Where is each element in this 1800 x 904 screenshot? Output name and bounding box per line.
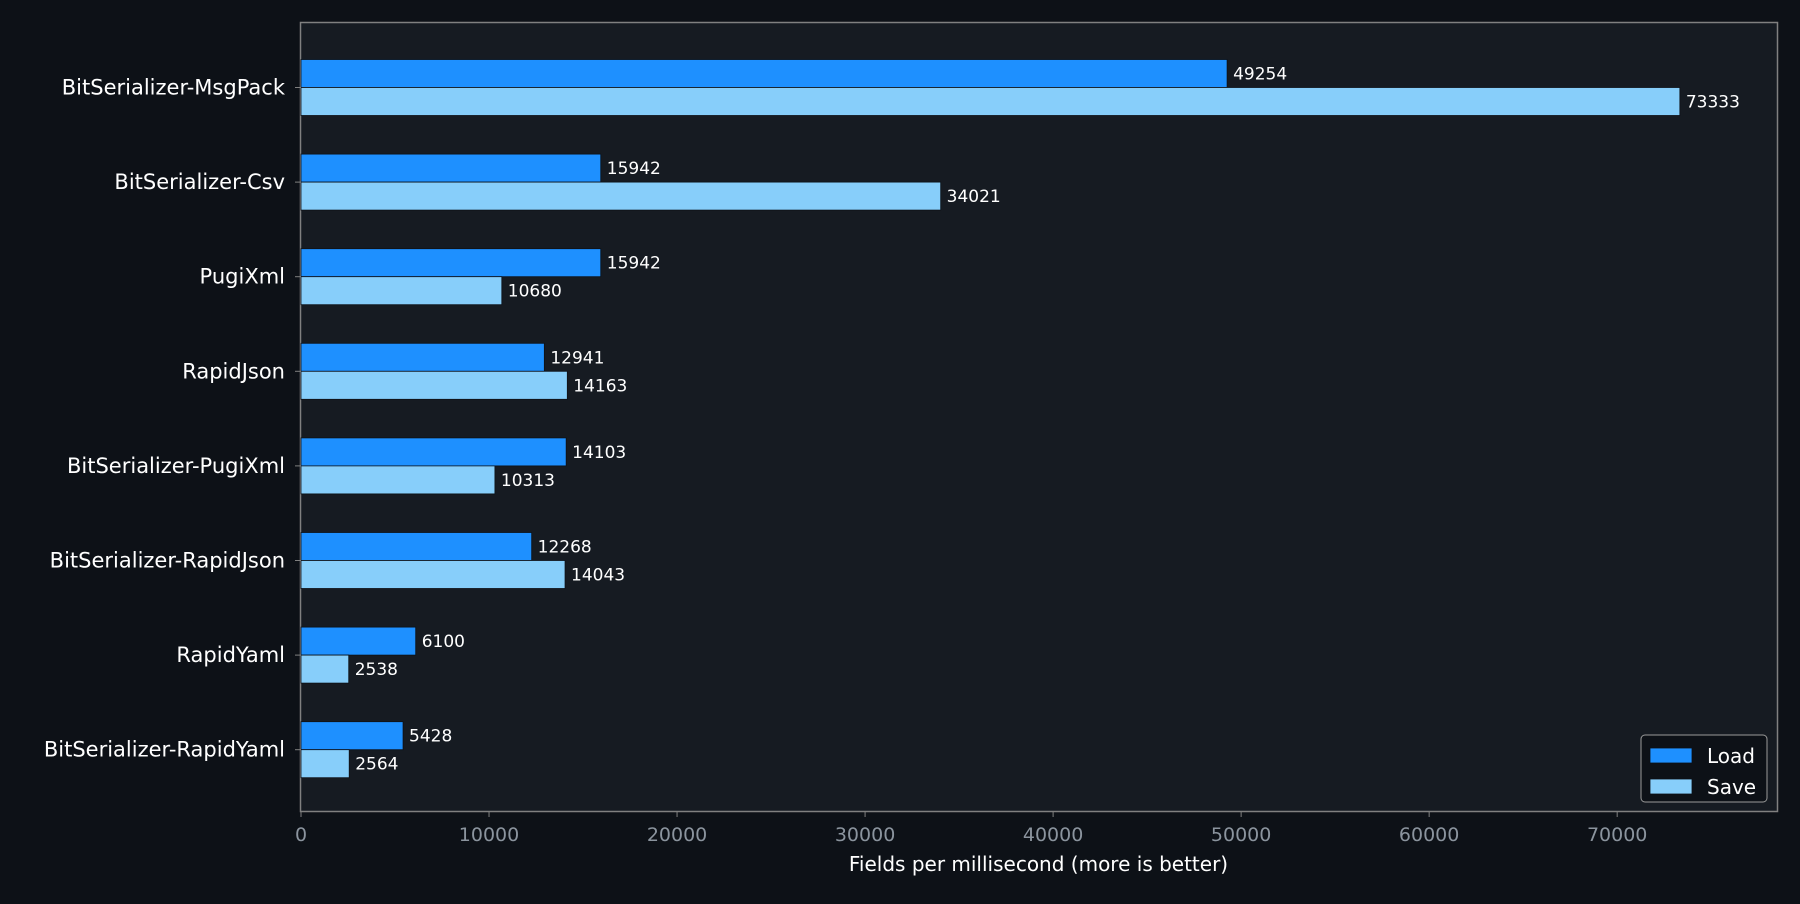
x-tick-label: 40000: [1023, 824, 1083, 846]
x-tick-label: 20000: [647, 824, 707, 846]
y-tick-label: RapidYaml: [176, 643, 285, 667]
data-label-save: 73333: [1686, 93, 1740, 113]
bar-load: [300, 153, 602, 183]
legend-label-save: Save: [1707, 775, 1756, 799]
bar-load: [300, 721, 404, 751]
y-tick-label: BitSerializer-Csv: [114, 170, 285, 194]
legend-swatch-load: [1649, 747, 1693, 764]
x-tick-label: 10000: [459, 824, 519, 846]
x-tick-label: 70000: [1587, 824, 1647, 846]
bar-save: [300, 276, 503, 306]
bar-load: [300, 626, 417, 656]
value-labels-layer: 49254 73333 15942 34021 15942 10680 12941 14163…: [355, 65, 1740, 775]
y-tick-label: BitSerializer-RapidYaml: [44, 738, 285, 762]
legend-label-load: Load: [1707, 744, 1755, 768]
bar-save: [300, 87, 1681, 116]
bar-save: [300, 465, 496, 495]
plot-area: [299, 21, 1779, 813]
data-label-load: 6100: [422, 632, 465, 652]
x-axis-title: Fields per millisecond (more is better): [849, 852, 1228, 876]
data-label-save: 10313: [501, 471, 555, 491]
bar-save: [300, 181, 942, 211]
y-tick-label: BitSerializer-PugiXml: [67, 454, 285, 478]
bar-load: [300, 342, 545, 372]
bar-save: [300, 749, 350, 779]
data-label-save: 34021: [947, 187, 1001, 207]
bar-save: [300, 560, 566, 589]
legend-swatch-save: [1649, 778, 1693, 795]
x-tick-label: 50000: [1211, 824, 1271, 846]
data-label-save: 2564: [355, 755, 398, 775]
bar-save: [300, 654, 350, 684]
data-label-load: 15942: [607, 159, 661, 179]
data-label-load: 15942: [607, 254, 661, 274]
data-label-load: 49254: [1233, 65, 1287, 85]
data-label-load: 5428: [409, 727, 452, 747]
data-label-load: 14103: [572, 443, 626, 463]
data-label-load: 12268: [538, 538, 592, 558]
legend: Load Save: [1640, 734, 1768, 803]
bar-load: [300, 532, 533, 561]
bar-load: [300, 437, 567, 467]
data-label-save: 14043: [571, 566, 625, 586]
x-tick-label: 0: [295, 824, 307, 846]
data-label-save: 2538: [355, 660, 398, 680]
data-label-load: 12941: [550, 348, 604, 368]
x-axis: 0 10000 20000 30000 40000 50000 60000 70000: [295, 811, 1647, 846]
data-label-save: 14163: [573, 376, 627, 396]
y-tick-label: BitSerializer-RapidJson: [50, 549, 285, 573]
bar-load: [300, 248, 602, 278]
x-tick-label: 60000: [1399, 824, 1459, 846]
y-tick-label: BitSerializer-MsgPack: [62, 76, 286, 100]
y-tick-label: RapidJson: [182, 359, 285, 383]
x-tick-label: 30000: [835, 824, 895, 846]
data-label-save: 10680: [508, 282, 562, 302]
bar-save: [300, 370, 568, 400]
y-axis: BitSerializer-MsgPack BitSerializer-Csv Pu…: [44, 76, 301, 762]
y-tick-label: PugiXml: [200, 265, 285, 289]
bar-load: [300, 59, 1228, 88]
bars-layer: [300, 59, 1681, 779]
